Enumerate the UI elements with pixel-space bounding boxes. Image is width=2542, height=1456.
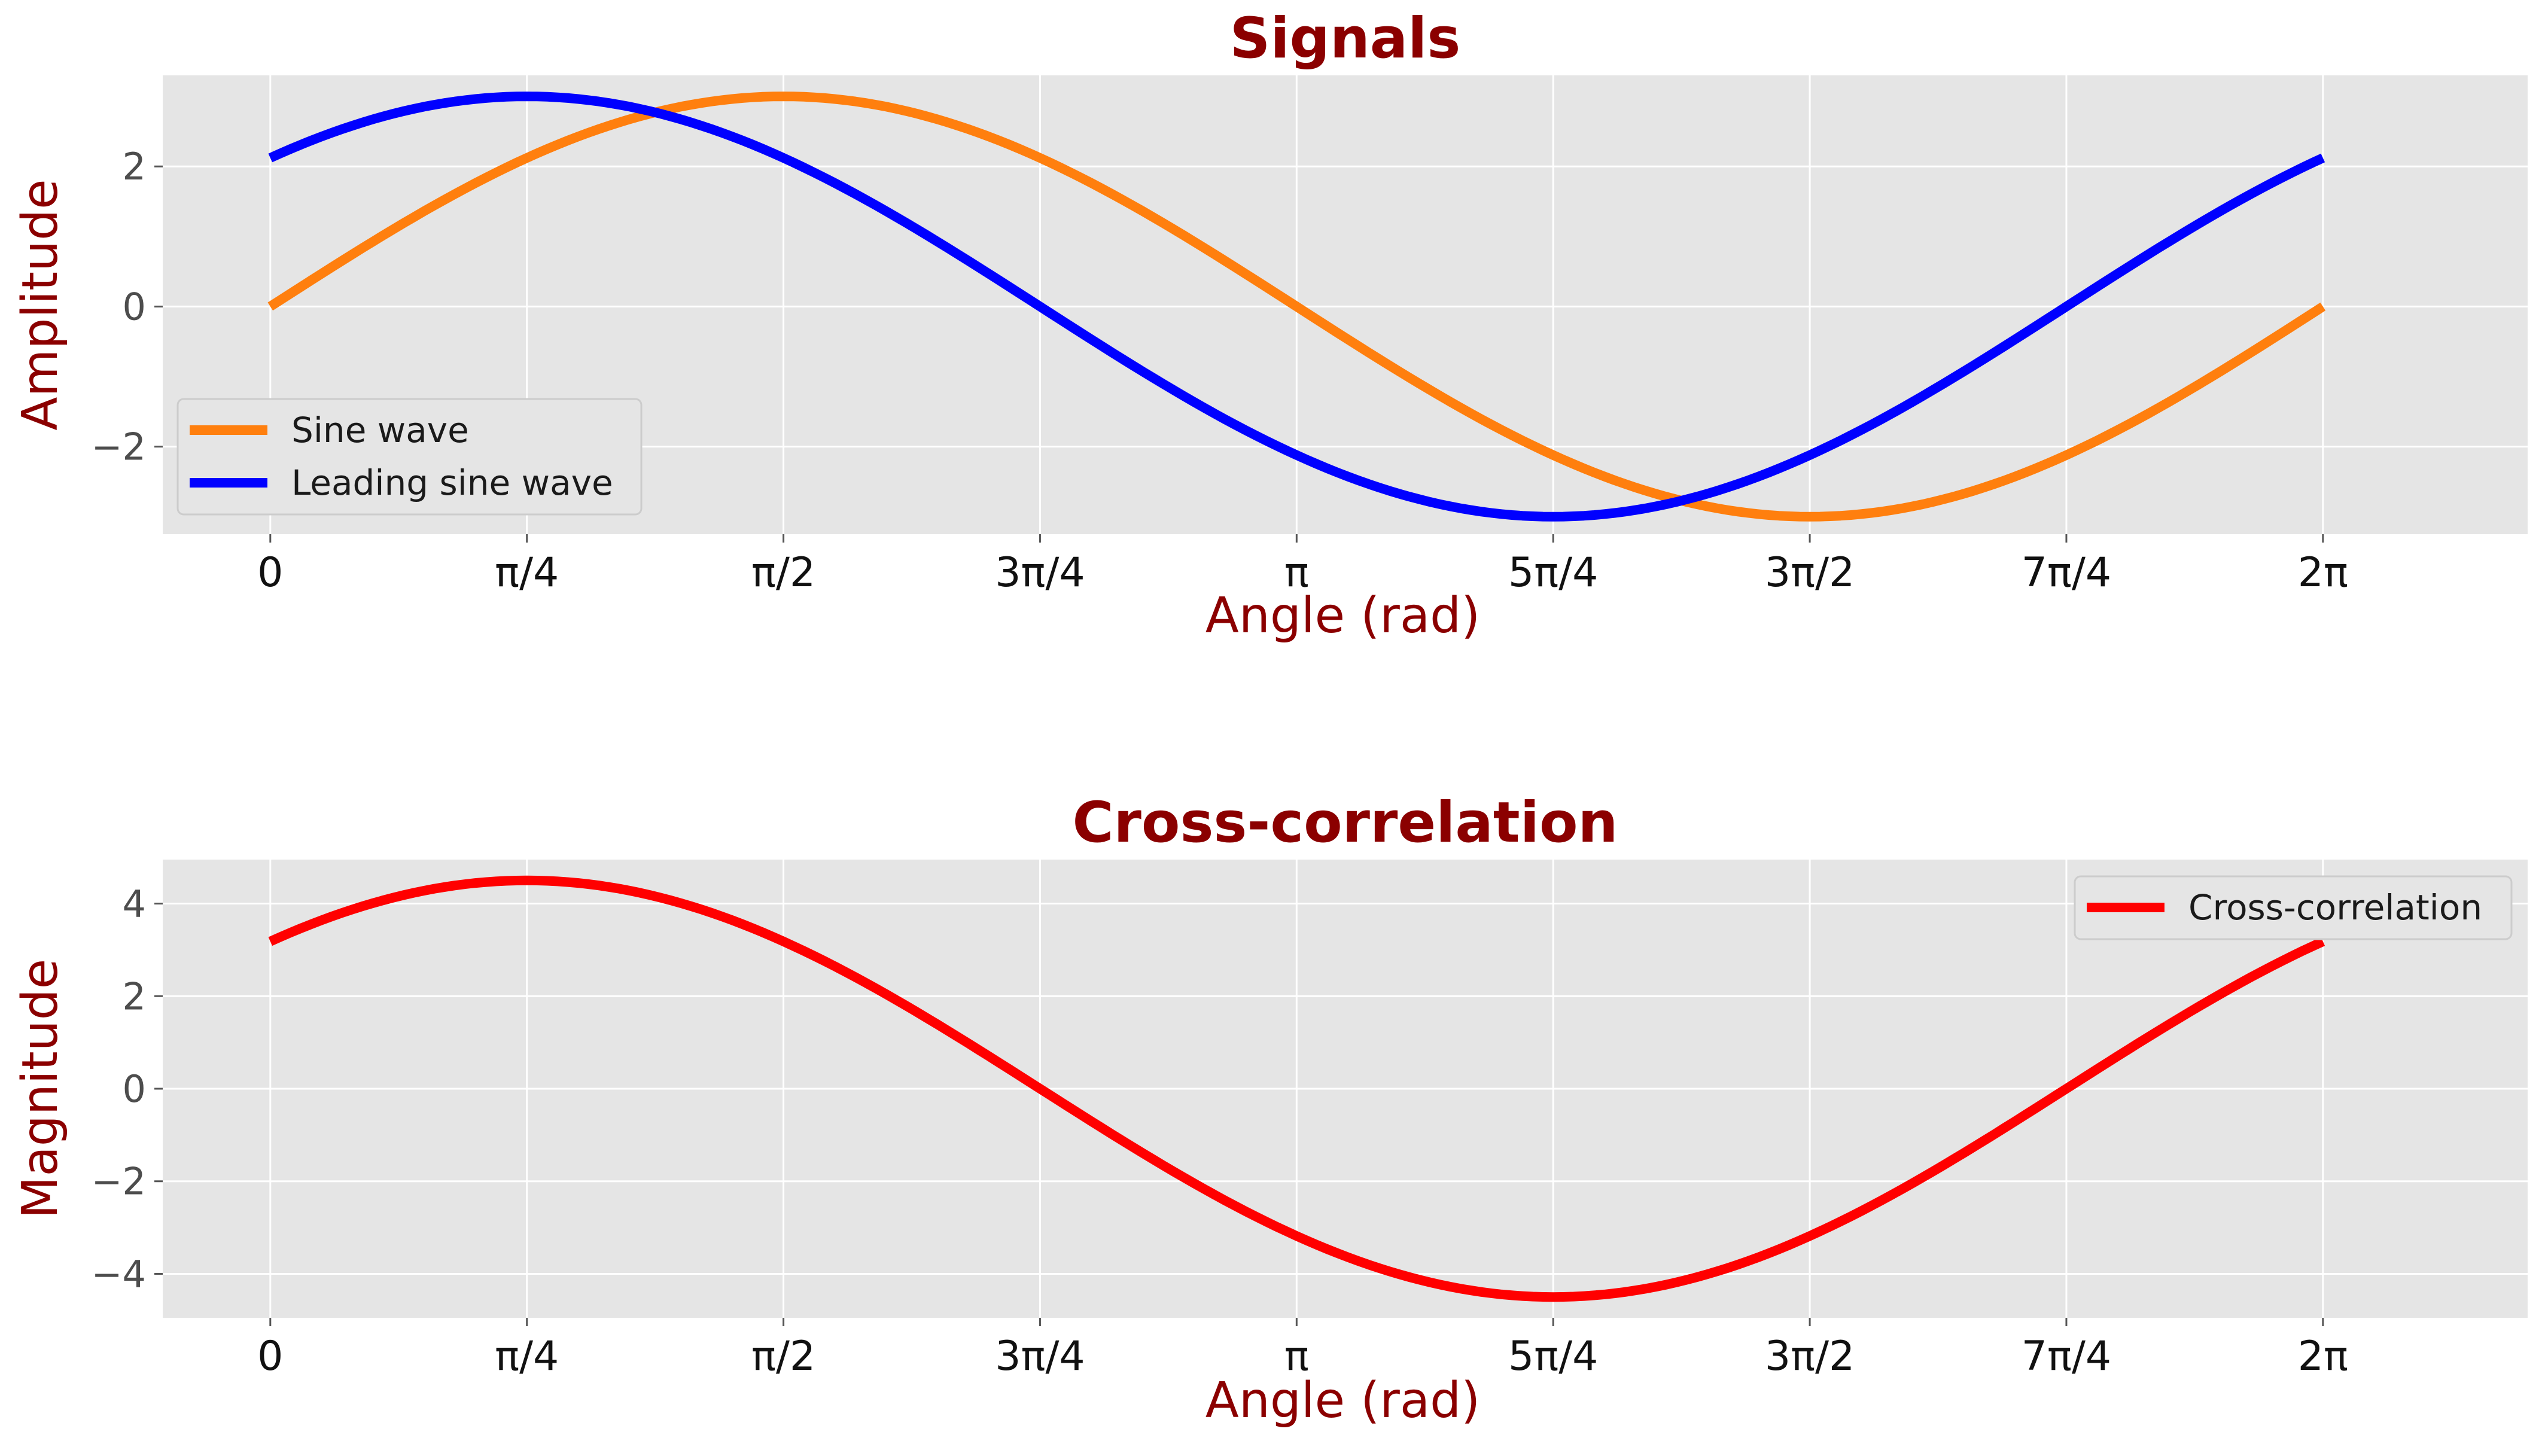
y-tick-label: 4 (123, 882, 146, 926)
y-tick-label: 2 (123, 974, 146, 1018)
x-tick-label: 7π/4 (2022, 1333, 2111, 1380)
x-tick-label: π (1284, 549, 1309, 596)
y-tick-label: 0 (123, 285, 146, 328)
chart-panel-0: 0 π/4 π/2 3π/4 π 5π/4 3π/2 7π/4 2π −2 0 2 Signals Ang… (12, 6, 2528, 644)
x-tick-label: 0 (257, 549, 283, 596)
y-tick-label: −2 (92, 1160, 146, 1204)
x-tick-label: 7π/4 (2022, 549, 2111, 596)
x-tick-label: 3π/2 (1765, 1333, 1855, 1380)
x-tick-label: 5π/4 (1508, 549, 1598, 596)
x-axis-label: Angle (rad) (1205, 587, 1480, 644)
x-tick-label: π (1284, 1333, 1309, 1380)
series-line-sine-wave (267, 92, 2326, 522)
legend-label: Leading sine wave (291, 462, 613, 503)
x-tick-label: 2π (2298, 1333, 2348, 1380)
legend-box (176, 398, 643, 516)
x-tick-label: π/4 (495, 1333, 559, 1380)
x-tick-label: π/2 (751, 549, 815, 596)
chart-panel-1: 0 π/4 π/2 3π/4 π 5π/4 3π/2 7π/4 2π −4 −2 0 2 4 Cross-c… (12, 790, 2528, 1429)
x-tick-label: 5π/4 (1508, 1333, 1598, 1380)
y-tick-label: 0 (123, 1067, 146, 1111)
y-tick-label: −2 (92, 425, 146, 469)
y-axis-label: Magnitude (12, 959, 69, 1219)
x-tick-label: π/2 (751, 1333, 815, 1380)
series-line-leading-sine-wave (268, 92, 2325, 522)
legend: Cross-correlation (2074, 875, 2513, 940)
series-line-cross-correlation (268, 875, 2325, 1302)
x-tick-label: 3π/4 (995, 1333, 1085, 1380)
legend: Sine wave Leading sine wave (176, 398, 643, 516)
x-axis-label: Angle (rad) (1205, 1372, 1480, 1429)
chart-title: Signals (1230, 6, 1461, 71)
x-tick-label: 3π/4 (995, 549, 1085, 596)
legend-label: Sine wave (291, 410, 469, 450)
y-tick-label: −4 (92, 1252, 146, 1296)
x-tick-label: 2π (2298, 549, 2348, 596)
x-tick-label: π/4 (495, 549, 559, 596)
chart-title: Cross-correlation (1073, 790, 1618, 855)
y-axis-label: Amplitude (12, 179, 69, 430)
y-tick-label: 2 (123, 145, 146, 188)
legend-box (2074, 875, 2513, 940)
x-tick-label: 3π/2 (1765, 549, 1855, 596)
legend-label: Cross-correlation (2188, 887, 2482, 928)
x-tick-label: 0 (257, 1333, 283, 1380)
